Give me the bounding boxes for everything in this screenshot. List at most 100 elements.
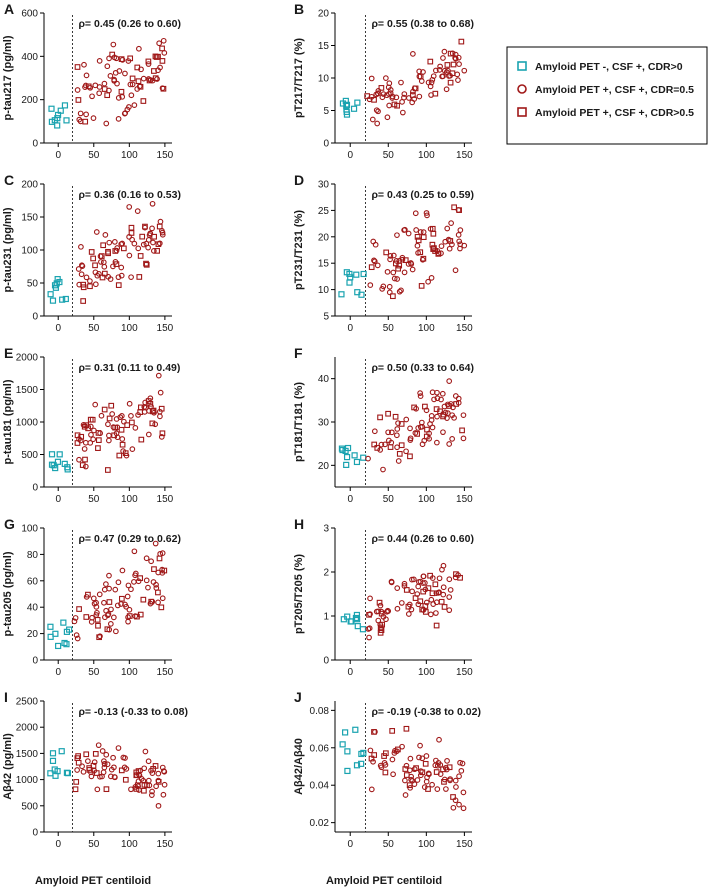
- point-pet-negative: [344, 748, 351, 755]
- x-tick-label: 0: [55, 839, 61, 850]
- point-cdr-05: [90, 115, 97, 121]
- point-cdr-05: [416, 93, 423, 100]
- x-axis-label-left: Amyloid PET centiloid: [35, 875, 151, 887]
- point-cdr-gt05: [441, 779, 447, 785]
- point-cdr-05: [96, 591, 103, 598]
- point-cdr-gt05: [441, 604, 448, 610]
- point-cdr-gt05: [135, 78, 142, 85]
- point-cdr-05: [380, 91, 387, 97]
- point-cdr-05: [92, 401, 99, 408]
- point-cdr-gt05: [118, 426, 125, 433]
- point-cdr-05: [420, 229, 427, 235]
- point-cdr-05: [97, 773, 103, 780]
- point-cdr-gt05: [395, 265, 401, 272]
- rho-annotation: ρ= 0.55 (0.38 to 0.68): [371, 18, 474, 30]
- panel-h: H 0 1 2 3 0 50 100 150 pT205/T205 (%) ρ= 0.44 (0.2…: [293, 516, 474, 678]
- point-cdr-gt05: [138, 436, 145, 443]
- point-cdr-gt05: [151, 566, 157, 572]
- x-tick-label: 150: [157, 323, 174, 334]
- point-cdr-gt05: [74, 64, 81, 70]
- point-cdr-05: [156, 40, 163, 47]
- point-cdr-05: [457, 759, 463, 766]
- x-tick-label: 50: [88, 323, 100, 334]
- point-pet-negative: [54, 111, 62, 119]
- points: [339, 725, 467, 812]
- point-cdr-gt05: [106, 415, 113, 422]
- point-cdr-05: [365, 626, 372, 632]
- point-pet-negative: [359, 626, 367, 633]
- point-cdr-05: [119, 93, 126, 100]
- point-cdr-05: [436, 736, 442, 743]
- point-cdr-05: [394, 426, 401, 432]
- point-cdr-gt05: [118, 56, 125, 62]
- point-cdr-05: [443, 766, 450, 773]
- point-cdr-05: [427, 611, 434, 618]
- point-cdr-gt05: [96, 634, 102, 641]
- point-cdr-05: [426, 771, 432, 778]
- point-cdr-gt05: [152, 75, 159, 82]
- point-cdr-05: [106, 432, 112, 439]
- point-cdr-gt05: [414, 233, 421, 240]
- y-tick-label: 100: [21, 246, 38, 257]
- point-cdr-gt05: [138, 404, 144, 411]
- point-pet-negative: [63, 769, 71, 776]
- point-cdr-gt05: [118, 88, 125, 95]
- point-cdr-gt05: [137, 575, 144, 581]
- point-cdr-05: [394, 432, 400, 439]
- points: [47, 742, 168, 809]
- points: [48, 37, 168, 129]
- point-cdr-05: [125, 618, 131, 625]
- point-cdr-gt05: [74, 755, 81, 761]
- point-cdr-gt05: [101, 86, 108, 92]
- point-cdr-05: [377, 762, 384, 769]
- point-cdr-gt05: [104, 626, 111, 633]
- y-tick-label: 10: [318, 285, 330, 296]
- point-cdr-05: [126, 252, 133, 259]
- y-axis-title: pT181/T181 (%): [293, 382, 305, 462]
- point-pet-negative: [63, 641, 70, 648]
- point-cdr-gt05: [95, 622, 101, 629]
- point-pet-negative: [353, 611, 361, 619]
- point-cdr-05: [142, 748, 149, 755]
- point-cdr-gt05: [422, 760, 429, 767]
- panel-letter: F: [294, 345, 303, 361]
- point-pet-negative: [340, 616, 347, 623]
- point-cdr-05: [135, 412, 141, 418]
- point-cdr-05: [129, 81, 136, 88]
- point-cdr-05: [121, 110, 128, 117]
- point-cdr-05: [74, 767, 80, 773]
- point-pet-negative: [49, 757, 57, 764]
- point-pet-negative: [344, 444, 352, 452]
- point-cdr-05: [408, 606, 415, 613]
- point-cdr-05: [432, 762, 439, 769]
- point-cdr-gt05: [444, 62, 451, 68]
- point-cdr-05: [405, 95, 412, 101]
- point-cdr-05: [407, 784, 413, 791]
- point-cdr-05: [128, 92, 135, 99]
- point-cdr-05: [456, 801, 462, 808]
- point-cdr-05: [155, 777, 162, 784]
- point-cdr-gt05: [389, 728, 396, 734]
- point-cdr-05: [456, 238, 463, 245]
- point-cdr-05: [73, 632, 80, 638]
- y-tick-label: 5: [323, 312, 329, 323]
- point-cdr-05: [80, 768, 87, 775]
- point-cdr-05: [110, 263, 116, 270]
- point-cdr-05: [384, 114, 391, 121]
- point-cdr-05: [456, 61, 462, 67]
- point-cdr-05: [98, 259, 104, 265]
- point-cdr-05: [436, 575, 443, 582]
- point-cdr-05: [409, 576, 415, 583]
- point-cdr-gt05: [82, 118, 89, 125]
- point-pet-negative: [47, 623, 54, 630]
- point-cdr-05: [128, 786, 134, 793]
- point-pet-negative: [338, 291, 345, 298]
- point-cdr-gt05: [159, 45, 165, 52]
- point-cdr-gt05: [141, 787, 147, 794]
- rho-annotation: ρ= -0.19 (-0.38 to 0.02): [371, 706, 481, 718]
- y-tick-label: 3: [323, 524, 329, 535]
- point-cdr-gt05: [387, 444, 394, 450]
- point-cdr-05: [157, 413, 163, 420]
- point-cdr-05: [417, 393, 424, 399]
- point-cdr-05: [161, 781, 168, 788]
